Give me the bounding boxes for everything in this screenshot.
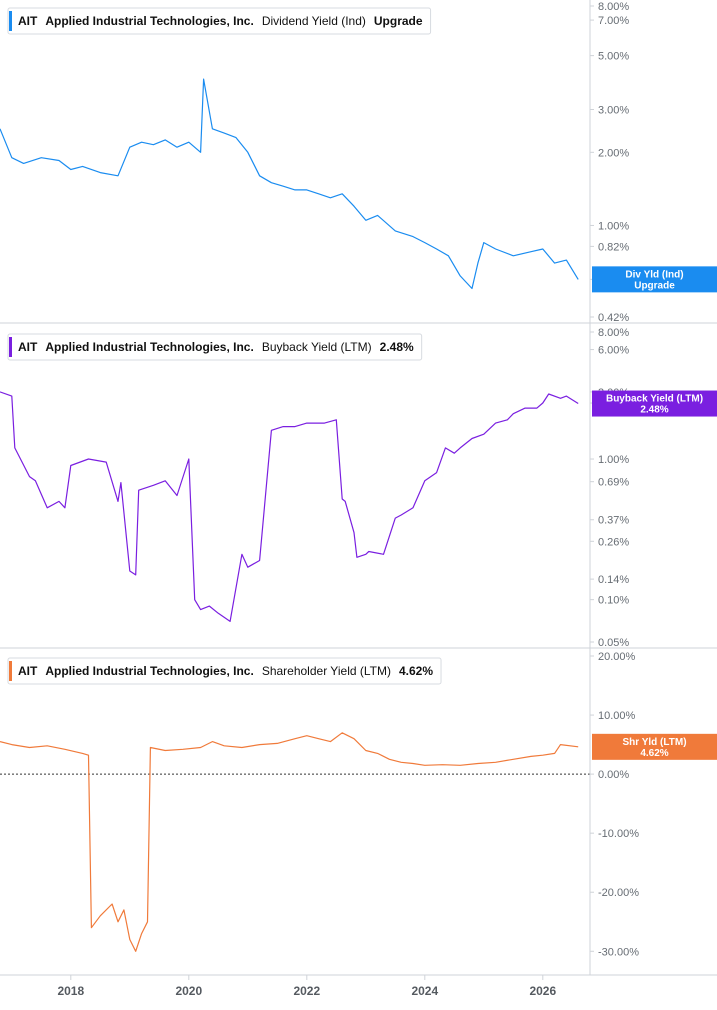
y-tick-label: 8.00% — [598, 327, 629, 339]
series-line-2 — [0, 391, 579, 623]
value-badge — [592, 266, 717, 293]
y-tick-label: 20.00% — [598, 651, 636, 663]
y-tick-label: 2.00% — [598, 147, 629, 159]
legend-color-swatch — [9, 661, 12, 681]
legend-ticker: AIT — [18, 664, 38, 678]
legend-box — [7, 7, 432, 35]
y-tick-label: 0.10% — [598, 595, 629, 607]
legend-company: Applied Industrial Technologies, Inc. — [45, 664, 253, 678]
y-tick-label: 0.42% — [598, 312, 629, 324]
x-tick-label: 2022 — [293, 984, 320, 998]
x-tick-label: 2026 — [529, 984, 556, 998]
y-tick-label: -30.00% — [598, 946, 639, 958]
legend-company: Applied Industrial Technologies, Inc. — [45, 14, 253, 28]
legend-color-swatch — [9, 11, 12, 31]
legend-metric: Dividend Yield (Ind) — [262, 14, 366, 28]
x-tick-label: 2018 — [57, 984, 84, 998]
value-badge-value: Upgrade — [634, 280, 675, 291]
y-tick-label: 3.00% — [598, 105, 629, 117]
y-tick-label: 6.00% — [598, 345, 629, 357]
y-tick-label: -20.00% — [598, 887, 639, 899]
legend-ticker: AIT — [18, 14, 38, 28]
value-badge-value: 4.62% — [640, 748, 668, 759]
y-tick-label: 1.00% — [598, 220, 629, 232]
legend-metric: Shareholder Yield (LTM) — [262, 664, 391, 678]
x-tick-label: 2024 — [411, 984, 438, 998]
value-badge — [592, 390, 717, 417]
legend-value: Upgrade — [374, 14, 423, 28]
y-tick-label: 0.82% — [598, 241, 629, 253]
y-tick-label: 8.00% — [598, 1, 629, 13]
y-tick-label: 0.26% — [598, 536, 629, 548]
value-badge-label: Div Yld (Ind) — [625, 269, 683, 280]
legend-company: Applied Industrial Technologies, Inc. — [45, 340, 253, 354]
legend-metric: Buyback Yield (LTM) — [262, 340, 372, 354]
x-tick-label: 2020 — [175, 984, 202, 998]
legend-box — [7, 333, 423, 361]
legend-ticker: AIT — [18, 340, 38, 354]
legend-color-swatch — [9, 337, 12, 357]
series-line-1 — [0, 78, 579, 290]
y-tick-label: 1.00% — [598, 454, 629, 466]
legend-value: 4.62% — [399, 664, 433, 678]
y-tick-label: 10.00% — [598, 710, 636, 722]
y-tick-label: 0.37% — [598, 515, 629, 527]
y-tick-label: 7.00% — [598, 15, 629, 27]
value-badge-label: Buyback Yield (LTM) — [606, 394, 703, 405]
y-tick-label: 0.05% — [598, 637, 629, 649]
legend-value: 2.48% — [380, 340, 414, 354]
value-badge — [592, 733, 717, 760]
value-badge-value: 2.48% — [640, 405, 668, 416]
y-tick-label: 0.69% — [598, 477, 629, 489]
y-tick-label: 0.00% — [598, 769, 629, 781]
legend-box — [7, 657, 442, 685]
y-tick-label: 5.00% — [598, 51, 629, 63]
series-line-3 — [0, 732, 579, 952]
value-badge-label: Shr Yld (LTM) — [622, 737, 686, 748]
y-tick-label: -10.00% — [598, 828, 639, 840]
y-tick-label: 0.14% — [598, 574, 629, 586]
